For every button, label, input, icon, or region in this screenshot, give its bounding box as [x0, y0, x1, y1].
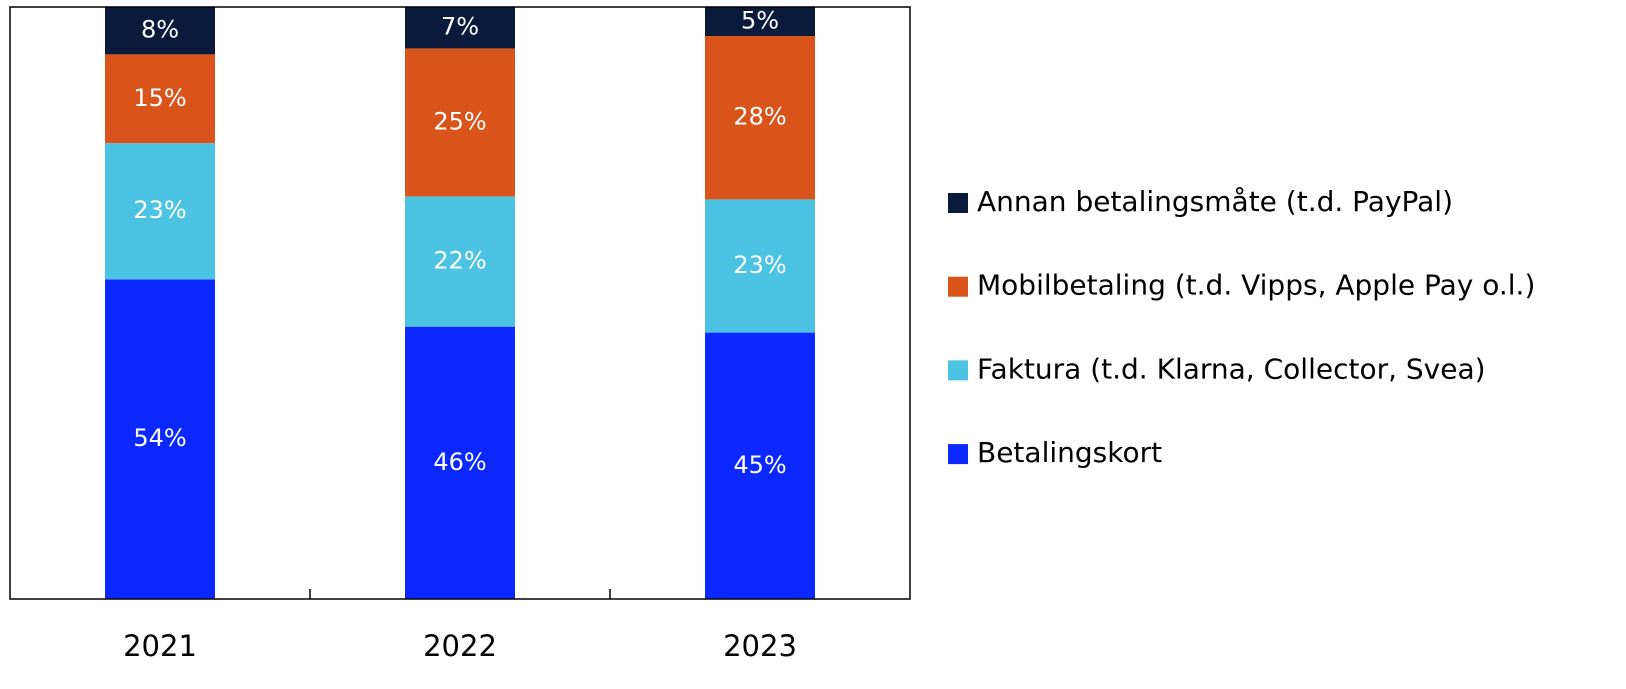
legend-swatch [948, 276, 968, 297]
data-label: 23% [733, 251, 786, 279]
bar-segment [105, 279, 215, 599]
legend-swatch [948, 193, 968, 213]
legend-label: Annan betalingsmåte (t.d. PayPal) [977, 185, 1453, 218]
data-label: 15% [133, 84, 186, 112]
bar-segment [105, 143, 215, 280]
data-label: 22% [433, 247, 486, 275]
x-tick-label: 2021 [123, 629, 197, 663]
bar-segment [705, 7, 815, 37]
bar-segment [705, 332, 815, 599]
bar-segment [705, 36, 815, 200]
data-label: 25% [433, 107, 486, 135]
bar-segment [405, 196, 515, 327]
plot-frame [9, 6, 911, 600]
legend-label: Faktura (t.d. Klarna, Collector, Svea) [977, 352, 1486, 385]
data-label: 45% [733, 451, 786, 479]
data-label: 5% [741, 7, 779, 35]
bar-segment [405, 7, 515, 49]
legend-swatch [948, 444, 968, 465]
legend-label: Mobilbetaling (t.d. Vipps, Apple Pay o.l… [977, 269, 1535, 302]
x-tick-label: 2023 [723, 629, 797, 663]
data-label: 54% [133, 424, 186, 452]
data-label: 7% [441, 13, 479, 41]
bar-segment [405, 326, 515, 599]
bar-segment [105, 54, 215, 144]
data-label: 46% [433, 448, 486, 476]
bar-segment [105, 7, 215, 55]
data-label: 8% [141, 16, 179, 44]
legend-swatch [948, 360, 968, 381]
bar-segment [705, 199, 815, 333]
data-label: 23% [133, 196, 186, 224]
bar-segment [405, 48, 515, 197]
x-tick-label: 2022 [423, 629, 497, 663]
data-label: 28% [733, 103, 786, 131]
legend-label: Betalingskort [977, 436, 1162, 469]
